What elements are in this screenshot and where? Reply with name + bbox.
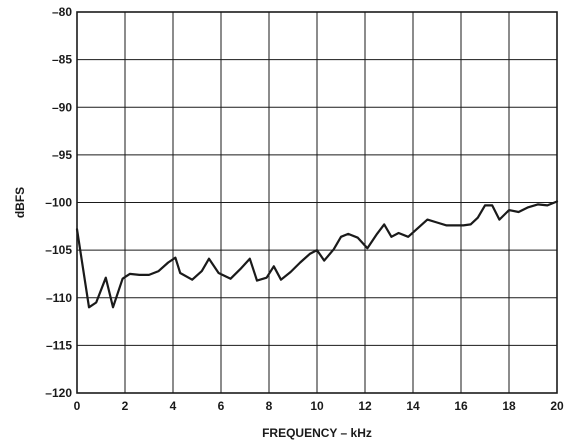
y-tick-label: –85 — [52, 53, 72, 67]
grid — [77, 12, 557, 393]
x-tick-label: 0 — [74, 399, 81, 413]
x-tick-label: 10 — [310, 399, 324, 413]
x-tick-label: 14 — [406, 399, 420, 413]
series-line — [75, 200, 559, 309]
x-tick-label: 6 — [218, 399, 225, 413]
x-axis-label: FREQUENCY – kHz — [262, 426, 372, 440]
y-tick-label: –90 — [52, 100, 72, 114]
x-tick-label: 4 — [170, 399, 177, 413]
x-tick-label: 16 — [454, 399, 468, 413]
y-tick-label: –115 — [46, 338, 72, 352]
x-tick-label: 2 — [122, 399, 129, 413]
y-tick-label: –100 — [45, 196, 72, 210]
x-tick-label: 12 — [358, 399, 372, 413]
y-tick-label: –105 — [45, 243, 72, 257]
y-tick-label: –120 — [45, 386, 72, 400]
y-tick-labels: –80 –85 –90 –95 –100 –105 –110 –115 –120 — [45, 5, 72, 400]
series-group — [75, 200, 559, 309]
x-tick-label: 8 — [266, 399, 273, 413]
y-axis-label: dBFS — [13, 187, 27, 218]
x-tick-labels: 0 2 4 6 8 10 12 14 16 18 20 — [74, 399, 564, 413]
x-tick-label: 18 — [502, 399, 516, 413]
y-tick-label: –110 — [46, 291, 72, 305]
x-tick-label: 20 — [550, 399, 564, 413]
y-tick-label: –95 — [52, 148, 72, 162]
y-tick-label: –80 — [52, 5, 72, 19]
